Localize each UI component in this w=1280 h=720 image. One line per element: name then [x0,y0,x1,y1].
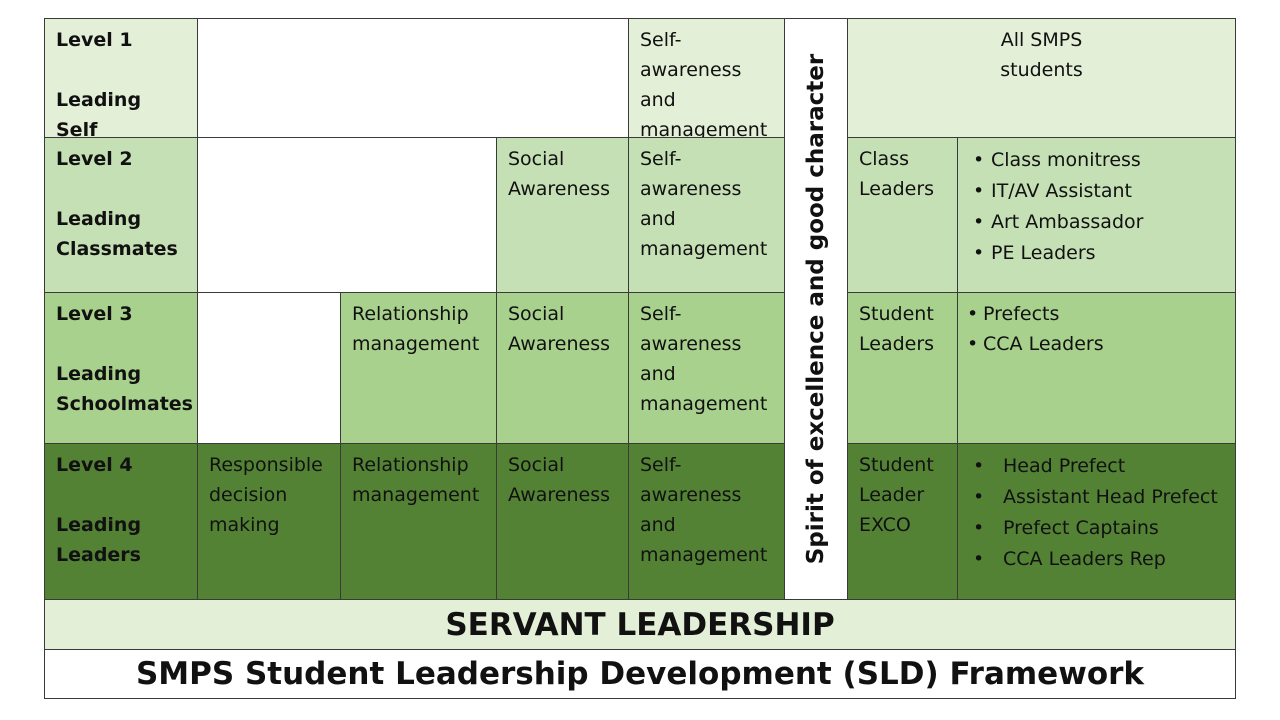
level-name: Leading Leaders [56,514,142,566]
list-item: CCA Leaders [967,329,1224,359]
values-label: Spirit of excellence and good character [803,53,830,565]
list-item: Prefect Captains [969,513,1224,544]
level-3-relationship: Relationship management [340,292,497,444]
role-list: Class monitress IT/AV Assistant Art Amba… [969,145,1224,269]
level-3-self-awareness: Self-awareness and management [628,292,785,444]
servant-leadership-banner: SERVANT LEADERSHIP [44,599,1236,650]
level-3-roles: Prefects CCA Leaders [957,292,1236,444]
level-number: Level 2 [56,148,133,170]
list-item: Art Ambassador [969,207,1224,238]
level-3-group: Student Leaders [847,292,958,444]
list-item: CCA Leaders Rep [969,544,1224,575]
level-4-label: Level 4 Leading Leaders [44,443,198,600]
level-number: Level 3 [56,303,133,325]
level-1-self-awareness: Self-awareness and management [628,18,785,138]
role-list: Head Prefect Assistant Head Prefect Pref… [969,451,1224,575]
list-item: Class monitress [969,145,1224,176]
level-4-roles: Head Prefect Assistant Head Prefect Pref… [957,443,1236,600]
level-3-social-awareness: Social Awareness [496,292,629,444]
level-2-self-awareness: Self-awareness and management [628,137,785,293]
level-2-roles: Class monitress IT/AV Assistant Art Amba… [957,137,1236,293]
level-3-empty [197,292,341,444]
level-1-empty [197,18,629,138]
level-2-social-awareness: Social Awareness [496,137,629,293]
all-students-label: All SMPS students [1000,29,1083,81]
level-2-group: Class Leaders [847,137,958,293]
list-item: IT/AV Assistant [969,176,1224,207]
level-2-empty [197,137,497,293]
level-4-social-awareness: Social Awareness [496,443,629,600]
level-1-group: All SMPS students [847,18,1236,138]
level-1-label: Level 1 Leading Self [44,18,198,138]
level-number: Level 1 [56,29,133,51]
level-name: Leading Schoolmates [56,363,193,415]
level-name: Leading Self [56,89,142,138]
level-4-relationship: Relationship management [340,443,497,600]
level-name: Leading Classmates [56,208,178,260]
level-number: Level 4 [56,454,133,476]
list-item: Head Prefect [969,451,1224,482]
level-4-responsible: Responsible decision making [197,443,341,600]
role-list: Prefects CCA Leaders [967,299,1224,359]
list-item: Assistant Head Prefect [969,482,1224,513]
framework-title: SMPS Student Leadership Development (SLD… [44,649,1236,699]
level-4-self-awareness: Self-awareness and management [628,443,785,600]
level-3-label: Level 3 Leading Schoolmates [44,292,198,444]
level-4-group: Student Leader EXCO [847,443,958,600]
list-item: PE Leaders [969,238,1224,269]
level-2-label: Level 2 Leading Classmates [44,137,198,293]
list-item: Prefects [967,299,1224,329]
values-column: Spirit of excellence and good character [784,18,848,600]
